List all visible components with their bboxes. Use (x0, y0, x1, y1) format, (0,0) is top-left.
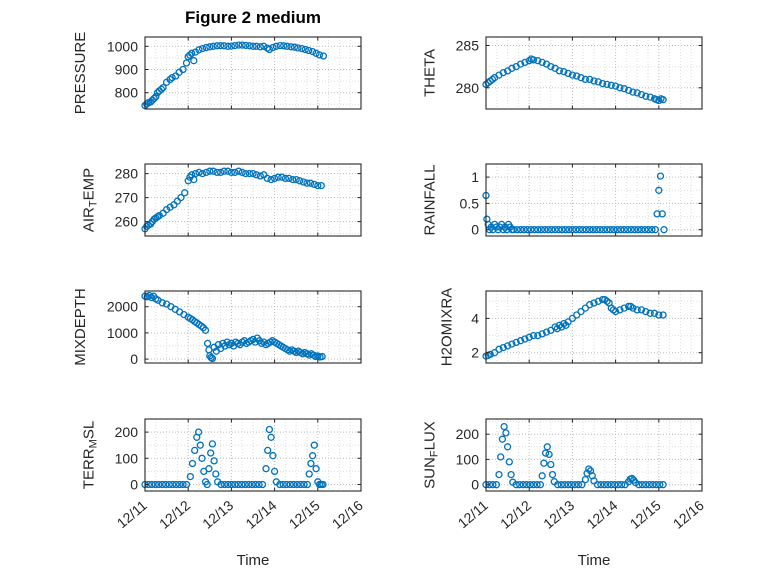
svg-text:100: 100 (456, 451, 480, 467)
svg-text:12/12: 12/12 (156, 497, 193, 532)
svg-text:0.5: 0.5 (460, 195, 480, 211)
svg-text:200: 200 (115, 424, 139, 440)
svg-text:1000: 1000 (107, 325, 138, 341)
svg-text:0: 0 (130, 351, 138, 367)
svg-text:12/13: 12/13 (540, 497, 577, 532)
air-temp-chart: 260 270 280 AIRTEMP (81, 163, 362, 237)
svg-text:TERRMSL: TERRMSL (81, 421, 100, 489)
pressure-chart: 800 900 1000 PRESSURE (72, 32, 362, 115)
svg-text:MIXDEPTH: MIXDEPTH (72, 288, 89, 366)
svg-text:285: 285 (456, 38, 480, 54)
svg-text:0: 0 (130, 477, 138, 493)
svg-text:12/13: 12/13 (199, 497, 236, 532)
svg-text:AIRTEMP: AIRTEMP (81, 168, 100, 232)
svg-text:100: 100 (115, 450, 139, 466)
svg-text:2000: 2000 (107, 299, 138, 315)
svg-text:12/11: 12/11 (455, 497, 491, 531)
svg-text:0: 0 (471, 222, 479, 238)
svg-text:Time: Time (237, 552, 270, 569)
rainfall-chart: 0 0.5 1 RAINFALL (422, 163, 703, 238)
svg-text:1000: 1000 (107, 38, 138, 54)
svg-text:280: 280 (456, 80, 480, 96)
svg-text:Time: Time (578, 552, 611, 569)
svg-text:SUNFLUX: SUNFLUX (422, 421, 441, 489)
svg-text:2: 2 (471, 345, 479, 361)
svg-text:PRESSURE: PRESSURE (72, 32, 89, 115)
figure-title: Figure 2 medium (184, 8, 322, 27)
svg-text:12/12: 12/12 (497, 497, 534, 532)
terr-msl-chart: 0 100 200 TERRMSL 12/11 12/12 12/13 12/14 12/15 1… (81, 418, 366, 569)
svg-text:12/16: 12/16 (670, 497, 707, 532)
svg-text:THETA: THETA (422, 49, 439, 97)
svg-text:12/15: 12/15 (286, 497, 323, 532)
svg-text:RAINFALL: RAINFALL (422, 165, 439, 236)
h2omixra-chart: 2 4 H2OMIXRA (439, 288, 703, 366)
svg-text:900: 900 (115, 62, 139, 78)
svg-text:280: 280 (115, 166, 139, 182)
svg-text:800: 800 (115, 85, 139, 101)
svg-text:12/15: 12/15 (627, 497, 664, 532)
svg-text:200: 200 (456, 426, 480, 442)
svg-text:12/11: 12/11 (114, 497, 150, 531)
theta-chart: 280 285 THETA (422, 36, 703, 110)
svg-text:4: 4 (471, 310, 479, 326)
svg-text:1: 1 (471, 169, 479, 185)
svg-text:12/16: 12/16 (329, 497, 366, 532)
svg-text:270: 270 (115, 190, 139, 206)
svg-text:12/14: 12/14 (583, 497, 620, 532)
svg-text:H2OMIXRA: H2OMIXRA (439, 288, 456, 366)
sun-flux-chart: 0 100 200 SUNFLUX 12/11 12/12 12/13 12/14 12/15 1… (422, 418, 707, 569)
mixdepth-chart: 0 1000 2000 MIXDEPTH (72, 288, 362, 367)
svg-text:12/14: 12/14 (242, 497, 279, 532)
svg-text:260: 260 (115, 214, 139, 230)
svg-text:0: 0 (471, 477, 479, 493)
